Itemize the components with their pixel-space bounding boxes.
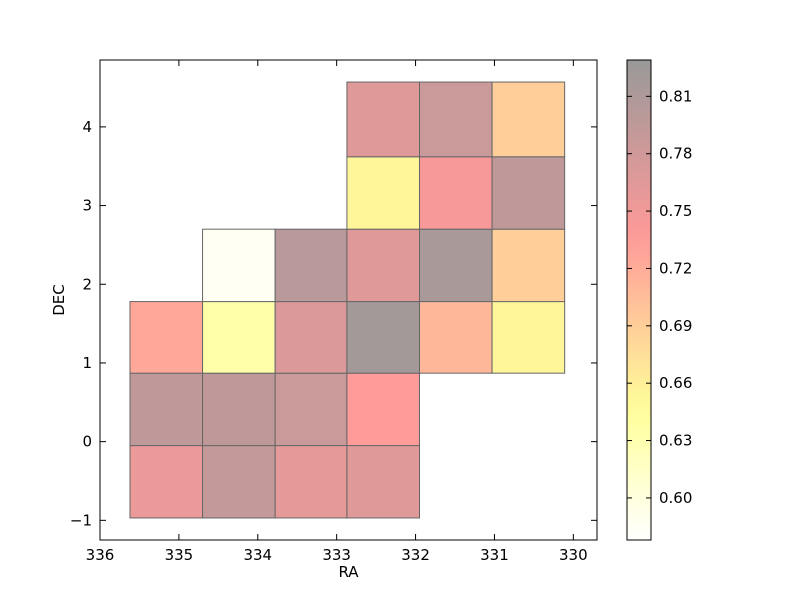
heatmap-cell xyxy=(491,228,566,303)
colorbar: 0.60 0.63 0.66 0.69 0.72 0.75 0.78 0.81 xyxy=(626,59,692,541)
x-tick-label: 330 xyxy=(559,546,588,564)
heatmap-cell xyxy=(202,301,276,374)
heatmap-cell xyxy=(346,156,420,230)
y-tick-label: 3 xyxy=(82,197,92,215)
heatmap-cell xyxy=(274,445,348,519)
heatmap-cells xyxy=(129,81,566,519)
heatmap-cell xyxy=(346,81,420,158)
heatmap-cell xyxy=(491,81,566,158)
y-tick-label: 4 xyxy=(82,118,92,136)
heatmap-cell xyxy=(419,301,493,374)
colorbar-gradient xyxy=(627,60,651,540)
colorbar-frame xyxy=(626,59,652,541)
colorbar-tick-label: 0.69 xyxy=(659,317,692,335)
colorbar-tick-label: 0.81 xyxy=(659,87,692,105)
heatmap-cell xyxy=(491,156,566,230)
x-axis-ticks: 336 335 334 333 332 331 330 xyxy=(86,60,588,564)
y-tick-label: 2 xyxy=(82,275,92,293)
heatmap-cell xyxy=(202,445,276,519)
heatmap-cell xyxy=(419,156,493,230)
heatmap-cell xyxy=(419,228,493,303)
heatmap-cell xyxy=(419,81,493,158)
heatmap-cell xyxy=(346,301,420,374)
colorbar-tick-label: 0.78 xyxy=(659,145,692,163)
y-axis-ticks: −1 0 1 2 3 4 xyxy=(70,118,597,529)
heatmap-cell xyxy=(346,228,420,303)
x-tick-label: 334 xyxy=(243,546,272,564)
x-axis-label: RA xyxy=(338,563,359,581)
heatmap-cell xyxy=(129,301,204,374)
heatmap-cell xyxy=(346,445,420,519)
axes-frame xyxy=(99,59,598,541)
y-tick-label: 1 xyxy=(82,354,92,372)
colorbar-tick-label: 0.75 xyxy=(659,202,692,220)
heatmap-cell xyxy=(129,372,204,447)
colorbar-tick-label: 0.66 xyxy=(659,374,692,392)
heatmap-cell xyxy=(274,228,348,303)
heatmap-cell xyxy=(346,372,420,447)
y-tick-label: −1 xyxy=(70,511,92,529)
x-tick-label: 332 xyxy=(401,546,430,564)
heatmap-cell xyxy=(491,301,566,374)
heatmap-cell xyxy=(274,301,348,374)
y-axis-label: DEC xyxy=(50,284,68,316)
x-tick-label: 331 xyxy=(480,546,509,564)
colorbar-ticks: 0.60 0.63 0.66 0.69 0.72 0.75 0.78 0.81 xyxy=(627,87,692,507)
colorbar-tick-label: 0.72 xyxy=(659,259,692,277)
y-tick-label: 0 xyxy=(82,433,92,451)
x-tick-label: 335 xyxy=(165,546,194,564)
colorbar-tick-label: 0.63 xyxy=(659,432,692,450)
colorbar-tick-label: 0.60 xyxy=(659,489,692,507)
heatmap-cell xyxy=(202,228,276,303)
heatmap-cell xyxy=(129,445,204,519)
heatmap-cell xyxy=(274,372,348,447)
heatmap-cell xyxy=(202,372,276,447)
x-tick-label: 336 xyxy=(86,546,115,564)
x-tick-label: 333 xyxy=(322,546,351,564)
